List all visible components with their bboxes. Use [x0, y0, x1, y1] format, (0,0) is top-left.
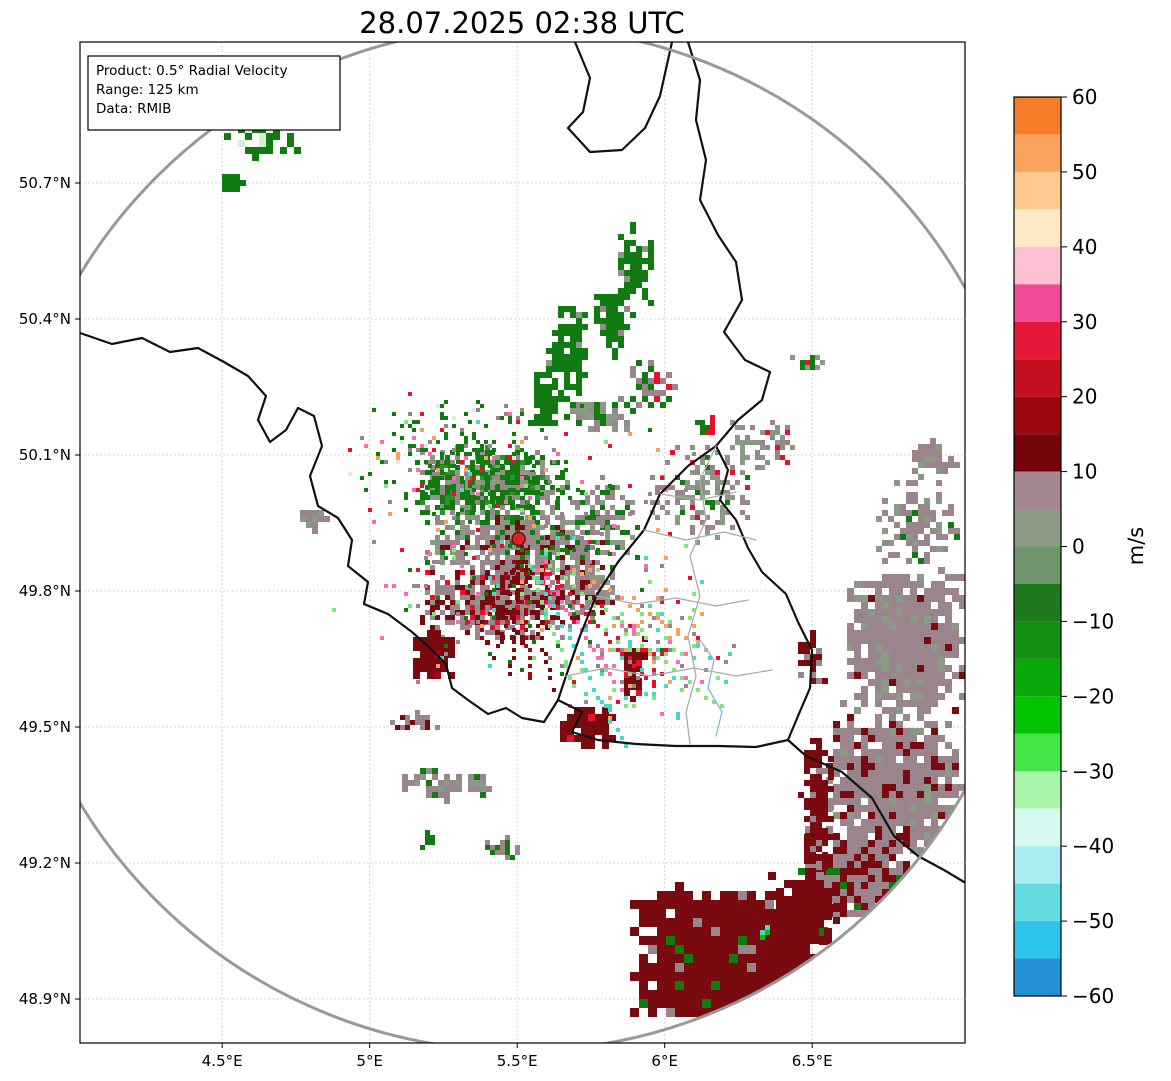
- info-product: Product: 0.5° Radial Velocity: [96, 63, 288, 79]
- x-tick-label: 4.5°E: [202, 1052, 243, 1070]
- map-border-layer: [80, 42, 965, 884]
- border-nl-limburg: [566, 42, 674, 154]
- colorbar-segment: [1014, 246, 1061, 285]
- colorbar-tick-label: −20: [1072, 684, 1114, 708]
- colorbar-segment: [1014, 134, 1061, 172]
- colorbar-tick-label: 40: [1072, 235, 1097, 259]
- border-province-4: [565, 667, 773, 677]
- colorbar-segment: [1014, 808, 1061, 847]
- colorbar-segment: [1014, 583, 1061, 622]
- y-tick-label: 49.5°N: [19, 718, 71, 736]
- colorbar-tick-label: 60: [1072, 85, 1097, 109]
- colorbar-segment: [1014, 921, 1061, 959]
- x-tick-label: 6°E: [651, 1052, 678, 1070]
- radar-site-marker: [511, 531, 526, 547]
- border-de-lu-fr: [714, 444, 965, 884]
- colorbar-segment: [1014, 621, 1061, 659]
- colorbar-tick-label: −10: [1072, 609, 1114, 633]
- colorbar-segment: [1014, 696, 1061, 734]
- border-river: [699, 639, 723, 737]
- colorbar-segment: [1014, 771, 1061, 809]
- colorbar-segment: [1014, 396, 1061, 435]
- colorbar-tick-label: 20: [1072, 385, 1097, 409]
- border-province-1: [685, 445, 717, 745]
- colorbar-segment: [1014, 97, 1061, 135]
- border-nl-de-be: [686, 42, 772, 448]
- radar-echoes: [222, 112, 965, 1026]
- colorbar-segment: [1014, 171, 1061, 210]
- info-data-source: Data: RMIB: [96, 101, 171, 117]
- radar-echo-layer: [222, 112, 965, 1026]
- range-ring-layer: [80, 42, 965, 1043]
- y-tick-label: 50.4°N: [19, 310, 71, 328]
- colorbar-segment: [1014, 958, 1061, 996]
- colorbar-tick-label: −60: [1072, 984, 1114, 1008]
- x-tick-label: 6.5°E: [792, 1052, 833, 1070]
- y-tick-label: 49.8°N: [19, 582, 71, 600]
- colorbar-tick-label: −40: [1072, 834, 1114, 858]
- y-tick-label: 50.7°N: [19, 174, 71, 192]
- colorbar-segment: [1014, 546, 1061, 584]
- colorbar-tick-label: −50: [1072, 909, 1114, 933]
- colorbar-tick-label: 30: [1072, 310, 1097, 334]
- colorbar-segment: [1014, 846, 1061, 884]
- figure-title: 28.07.2025 02:38 UTC: [359, 6, 685, 40]
- border-fr-be-west: [80, 331, 560, 724]
- colorbar-tick-label: −30: [1072, 759, 1114, 783]
- y-tick-label: 50.1°N: [19, 446, 71, 464]
- border-province-5: [659, 491, 737, 501]
- colorbar-segment: [1014, 209, 1061, 247]
- x-tick-label: 5°E: [356, 1052, 383, 1070]
- info-range: Range: 125 km: [96, 82, 199, 98]
- border-province-2: [595, 595, 749, 607]
- info-box: Product: 0.5° Radial Velocity Range: 125…: [87, 55, 341, 131]
- info-box-frame: [87, 55, 341, 131]
- y-tick-label: 49.2°N: [19, 854, 71, 872]
- colorbar-segment: [1014, 509, 1061, 547]
- colorbar-segment: [1014, 658, 1061, 697]
- colorbar-tick-label: 0: [1072, 535, 1085, 559]
- colorbar-segment: [1014, 359, 1061, 397]
- colorbar-tick-label: 10: [1072, 460, 1097, 484]
- axes-frame: [79, 41, 966, 1044]
- colorbar-unit-label: m/s: [1124, 527, 1148, 565]
- colorbar-segment: [1014, 321, 1061, 360]
- axes-frame-layer: 4.5°E 5°E 5.5°E 6°E 6.5°E 50.7°N 50.4°N 50.1°N 4…: [19, 41, 966, 1070]
- colorbar-layer: 60 50 40 30 20 10 0 −10 −20 −30 −40 −50 −60: [1013, 85, 1114, 1008]
- colorbar-segment: [1014, 733, 1061, 772]
- x-tick-label: 5.5°E: [497, 1052, 538, 1070]
- border-province-3: [643, 529, 757, 541]
- y-tick-label: 48.9°N: [19, 990, 71, 1008]
- colorbar-segment: [1014, 434, 1061, 472]
- colorbar-segment: [1014, 471, 1061, 510]
- colorbar-segment: [1014, 883, 1061, 922]
- colorbar-segment: [1014, 284, 1061, 322]
- colorbar-tick-label: 50: [1072, 160, 1097, 184]
